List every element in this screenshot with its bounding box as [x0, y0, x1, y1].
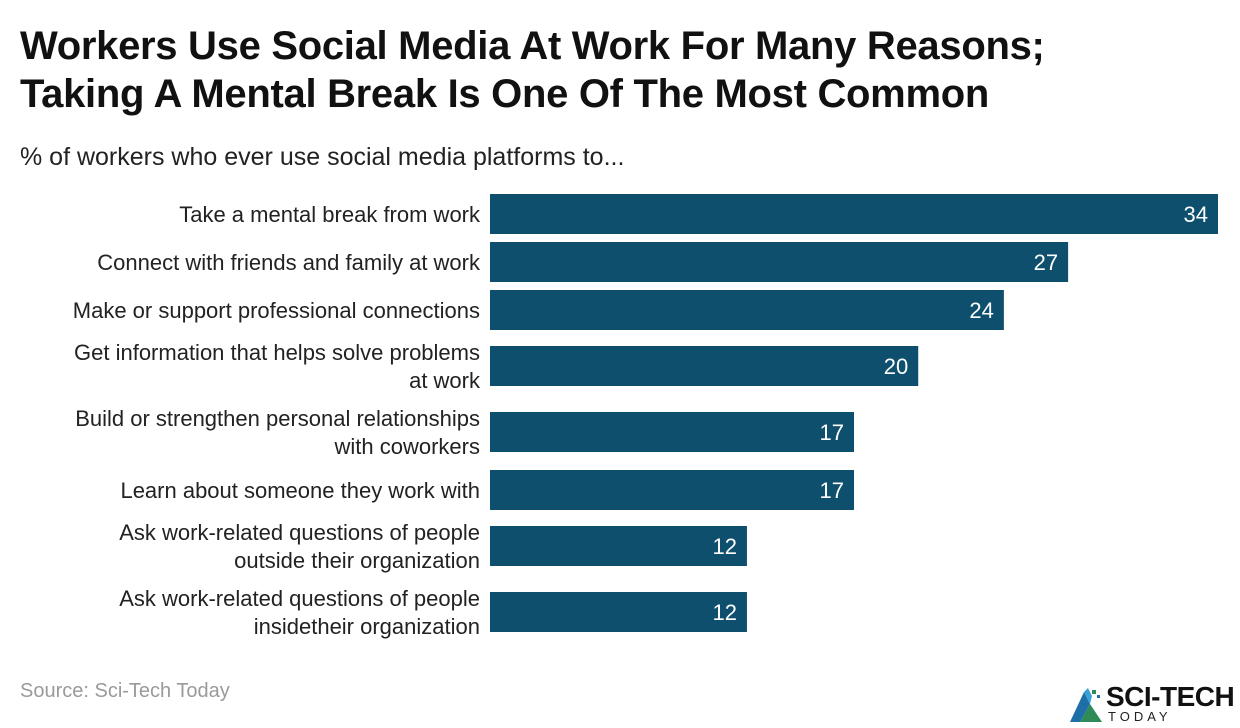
chart-title: Workers Use Social Media At Work For Man…	[20, 22, 1200, 118]
value-label-5: 17	[820, 478, 844, 503]
value-label-1: 27	[1034, 250, 1058, 275]
category-label-line: Get information that helps solve problem…	[74, 340, 480, 365]
category-label-line: Learn about someone they work with	[120, 478, 480, 503]
bar-0	[490, 194, 1218, 234]
category-label-line: at work	[409, 368, 481, 393]
category-label-0: Take a mental break from work	[179, 202, 481, 227]
value-label-7: 12	[712, 600, 736, 625]
source-note: Source: Sci-Tech Today	[20, 680, 230, 702]
logo-mark-icon	[1070, 688, 1102, 722]
value-label-4: 17	[820, 420, 844, 445]
category-label-line: Connect with friends and family at work	[97, 250, 481, 275]
category-label-1: Connect with friends and family at work	[97, 250, 481, 275]
value-label-2: 24	[969, 298, 993, 323]
category-label-5: Learn about someone they work with	[120, 478, 480, 503]
category-label-line: Take a mental break from work	[179, 202, 481, 227]
bar-6	[490, 526, 747, 566]
bar-2	[490, 290, 1004, 330]
value-label-0: 34	[1184, 202, 1208, 227]
category-label-7: Ask work-related questions of people insi…	[119, 586, 480, 639]
bar-3	[490, 346, 919, 386]
bar-5	[490, 470, 854, 510]
category-label-line: with coworkers	[334, 434, 480, 459]
category-label-line: outside their organization	[234, 548, 480, 573]
bar-7	[490, 592, 747, 632]
value-label-3: 20	[884, 354, 908, 379]
category-label-line: insidetheir organization	[254, 614, 480, 639]
category-label-4: Build or strengthen personal relationshi…	[75, 406, 480, 459]
chart-subtitle: % of workers who ever use social media p…	[20, 143, 625, 171]
category-label-6: Ask work-related questions of people outs…	[119, 520, 480, 573]
category-label-3: Get information that helps solve problem…	[74, 340, 481, 393]
chart-title-line-2: Taking A Mental Break Is One Of The Most…	[20, 72, 989, 116]
category-label-line: Ask work-related questions of people	[119, 586, 480, 611]
bar-4	[490, 412, 854, 452]
value-label-6: 12	[712, 534, 736, 559]
chart-title-line-1: Workers Use Social Media At Work For Man…	[20, 24, 1045, 68]
logo-subtext: TODAY	[1108, 709, 1172, 724]
logo-text: SCI-TECH	[1106, 681, 1235, 712]
category-label-line: Build or strengthen personal relationshi…	[75, 406, 480, 431]
bar-1	[490, 242, 1069, 282]
category-label-2: Make or support professional connections	[73, 298, 480, 323]
category-label-line: Make or support professional connections	[73, 298, 480, 323]
category-label-line: Ask work-related questions of people	[119, 520, 480, 545]
sci-tech-logo: SCI-TECH TODAY	[1064, 680, 1240, 728]
